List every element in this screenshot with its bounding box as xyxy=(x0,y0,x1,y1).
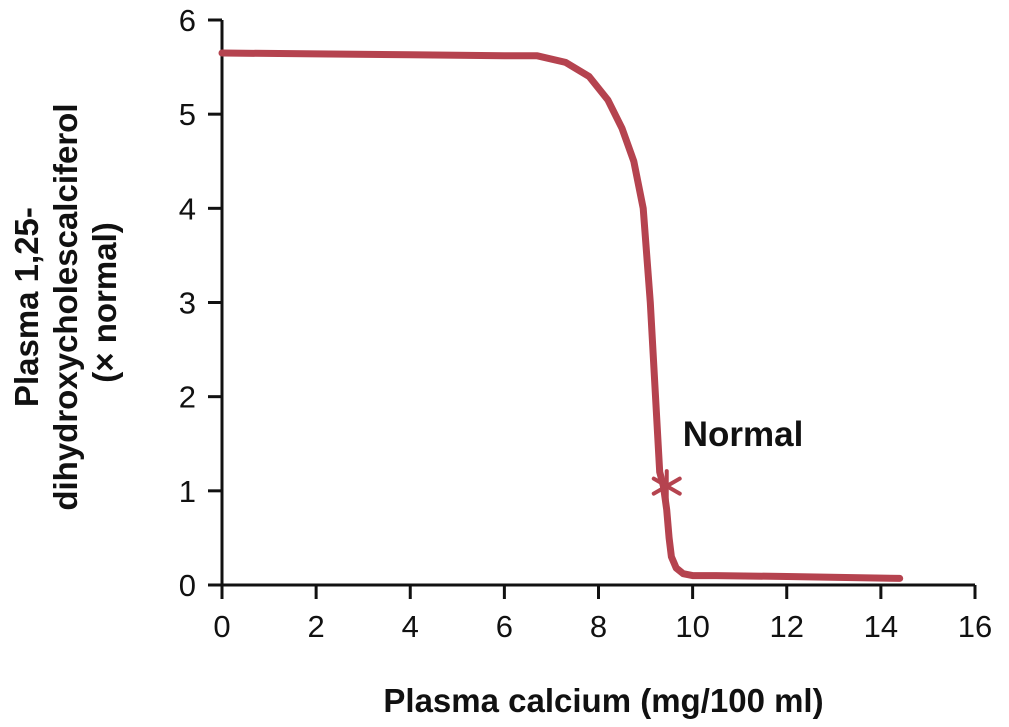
annotations: Normal xyxy=(651,415,804,504)
normal-annotation-label: Normal xyxy=(683,415,804,454)
normal-marker-icon xyxy=(651,469,682,504)
x-tick-label: 6 xyxy=(496,609,513,644)
x-tick-label: 4 xyxy=(402,609,419,644)
x-tick-label: 10 xyxy=(675,609,709,644)
y-axis-title: Plasma 1,25- dihydroxycholescalciferol (… xyxy=(8,94,123,510)
series xyxy=(218,49,904,582)
x-tick-label: 16 xyxy=(958,609,992,644)
y-axis-title-line-1: Plasma 1,25- xyxy=(8,207,45,407)
series-line xyxy=(218,49,904,582)
y-tick-label: 0 xyxy=(179,568,196,603)
y-tick-label: 1 xyxy=(179,474,196,509)
y-tick-label: 3 xyxy=(179,286,196,321)
y-axis-title-line-3: (× normal) xyxy=(86,222,123,382)
x-tick-label: 14 xyxy=(864,609,898,644)
x-tick-label: 0 xyxy=(213,609,230,644)
axes xyxy=(220,20,975,587)
y-tick-label: 5 xyxy=(179,97,196,132)
y-tick-label: 2 xyxy=(179,380,196,415)
y-tick-label: 6 xyxy=(179,3,196,38)
y-tick-label: 4 xyxy=(179,191,196,226)
y-axis-title-line-2: dihydroxycholescalciferol xyxy=(47,104,84,511)
x-tick-label: 2 xyxy=(308,609,325,644)
x-axis-title: Plasma calcium (mg/100 ml) xyxy=(383,682,823,719)
x-tick-label: 8 xyxy=(590,609,607,644)
x-tick-label: 12 xyxy=(770,609,804,644)
